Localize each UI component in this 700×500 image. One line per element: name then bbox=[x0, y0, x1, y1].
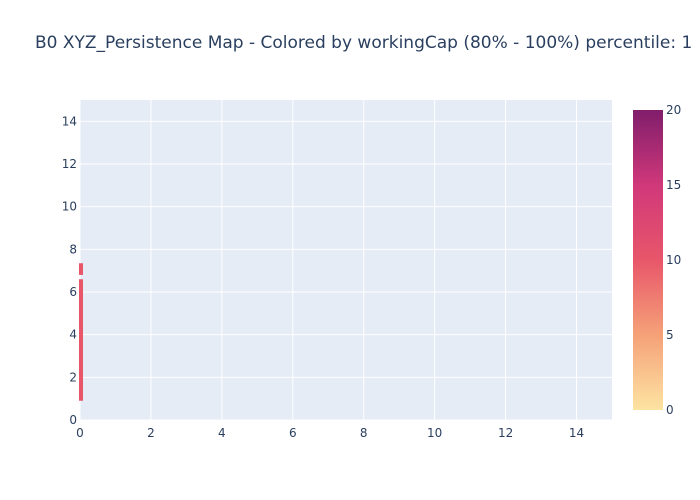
y-tick-labels: 0 2 4 6 8 10 12 14 bbox=[62, 114, 77, 427]
y-tick-label: 4 bbox=[69, 328, 77, 342]
x-tick-label: 10 bbox=[427, 426, 442, 440]
plot-background bbox=[80, 100, 612, 420]
grid-lines-x bbox=[79, 100, 578, 420]
colorbar-tick-label: 20 bbox=[666, 103, 681, 117]
x-tick-label: 0 bbox=[76, 426, 84, 440]
x-tick-label: 6 bbox=[289, 426, 297, 440]
y-tick-label: 10 bbox=[62, 200, 77, 214]
chart-title: B0 XYZ_Persistence Map - Colored by work… bbox=[35, 33, 693, 53]
y-tick-label: 14 bbox=[62, 114, 77, 128]
colorbar-tick-label: 0 bbox=[666, 403, 674, 417]
x-tick-label: 2 bbox=[147, 426, 155, 440]
x-tick-label: 8 bbox=[360, 426, 368, 440]
y-tick-label: 8 bbox=[69, 242, 77, 256]
grid-lines-y bbox=[80, 120, 612, 421]
y-tick-label: 0 bbox=[69, 413, 77, 427]
colorbar bbox=[633, 110, 663, 410]
y-tick-label: 12 bbox=[62, 157, 77, 171]
x-tick-label: 12 bbox=[498, 426, 513, 440]
colorbar-tick-label: 5 bbox=[666, 328, 674, 342]
x-tick-label: 14 bbox=[569, 426, 584, 440]
colorbar-tick-labels: 0 5 10 15 20 bbox=[666, 103, 681, 417]
x-tick-label: 4 bbox=[218, 426, 226, 440]
x-tick-labels: 0 2 4 6 8 10 12 14 bbox=[76, 426, 584, 440]
colorbar-tick-label: 15 bbox=[666, 178, 681, 192]
colorbar-tick-label: 10 bbox=[666, 253, 681, 267]
y-tick-label: 2 bbox=[69, 370, 77, 384]
y-tick-label: 6 bbox=[69, 285, 77, 299]
